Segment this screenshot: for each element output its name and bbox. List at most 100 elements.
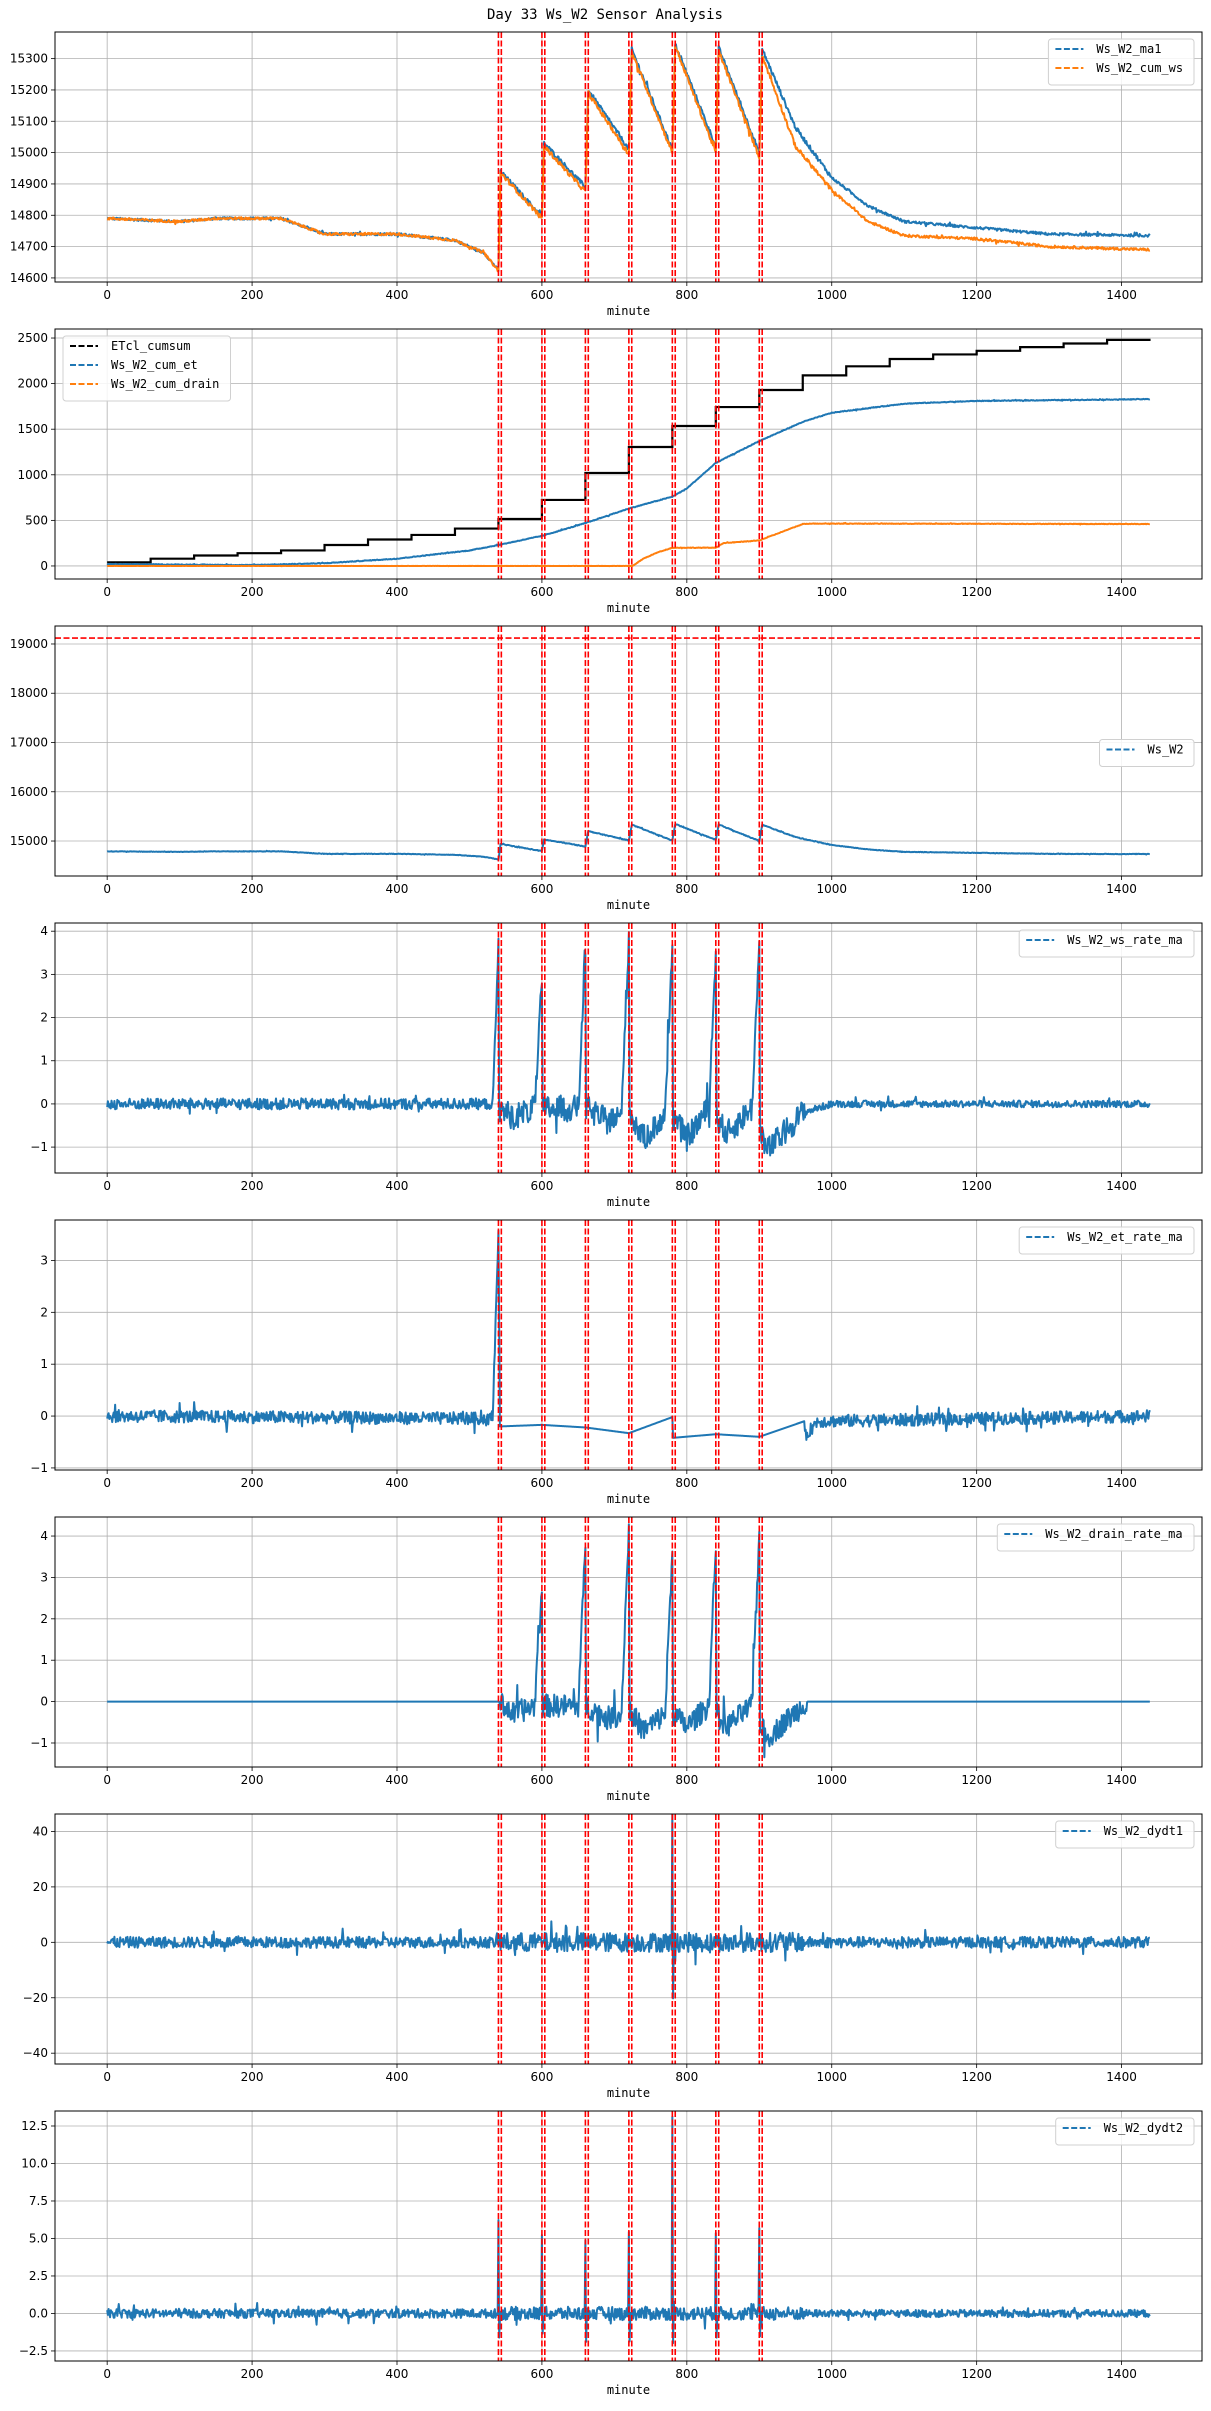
x-axis-label: minute xyxy=(607,2086,650,2100)
x-axis-label: minute xyxy=(607,1195,650,1209)
legend-label: Ws_W2_ws_rate_ma xyxy=(1067,933,1183,947)
y-tick-label: 1 xyxy=(40,1653,48,1667)
legend: Ws_W2_et_rate_ma xyxy=(1018,1226,1195,1255)
y-tick-label: 15000 xyxy=(10,834,48,848)
legend: Ws_W2_dydt1 xyxy=(1055,1820,1195,1849)
y-tick-label: −40 xyxy=(23,2046,48,2060)
figure-title: Day 33 Ws_W2 Sensor Analysis xyxy=(487,7,723,23)
y-tick-label: 0 xyxy=(40,559,48,573)
series-line-ETcl_cumsum xyxy=(107,338,1151,564)
y-tick-label: 0 xyxy=(40,1935,48,1949)
x-axis-label: minute xyxy=(607,1492,650,1506)
legend-label: Ws_W2_cum_et xyxy=(111,358,198,372)
legend-label: Ws_W2_drain_rate_ma xyxy=(1045,1527,1182,1541)
x-tick-label: 1400 xyxy=(1106,1773,1137,1787)
x-axis-label: minute xyxy=(607,2383,650,2397)
legend-frame xyxy=(1047,38,1195,86)
plot-area xyxy=(106,923,1151,1173)
x-tick-label: 200 xyxy=(241,2070,264,2084)
x-axis-label: minute xyxy=(607,898,650,912)
x-tick-label: 800 xyxy=(675,288,698,302)
x-tick-label: 1000 xyxy=(816,1773,847,1787)
x-tick-label: 1200 xyxy=(961,585,992,599)
y-tick-label: 1 xyxy=(40,1054,48,1068)
y-tick-label: −1 xyxy=(30,1736,48,1750)
y-tick-label: 16000 xyxy=(10,785,48,799)
x-tick-label: 800 xyxy=(675,1179,698,1193)
x-tick-label: 200 xyxy=(241,1179,264,1193)
y-tick-label: 3 xyxy=(40,1253,48,1267)
x-tick-label: 600 xyxy=(530,288,553,302)
x-tick-label: 600 xyxy=(530,2367,553,2381)
plot-area xyxy=(106,329,1151,579)
x-tick-label: 200 xyxy=(241,1476,264,1490)
plot-area xyxy=(106,1814,1151,2064)
x-tick-label: 800 xyxy=(675,882,698,896)
legend-frame xyxy=(1018,1226,1195,1255)
x-tick-label: 0 xyxy=(103,1476,111,1490)
y-tick-label: −20 xyxy=(23,1991,48,2005)
x-tick-label: 1000 xyxy=(816,1476,847,1490)
x-tick-label: 1000 xyxy=(816,585,847,599)
y-tick-label: −1 xyxy=(30,1461,48,1475)
x-tick-label: 0 xyxy=(103,585,111,599)
legend-frame xyxy=(996,1523,1195,1552)
x-tick-label: 200 xyxy=(241,1773,264,1787)
x-tick-label: 1200 xyxy=(961,2367,992,2381)
legend: Ws_W2_ws_rate_ma xyxy=(1018,929,1195,958)
x-tick-label: 800 xyxy=(675,1476,698,1490)
x-axis-label: minute xyxy=(607,304,650,318)
y-tick-label: 15200 xyxy=(10,83,48,97)
x-tick-label: 200 xyxy=(241,882,264,896)
subplot-3: 0 200 400 600 800 1000 1200 1400 15000 16000 17000… xyxy=(10,625,1203,912)
y-tick-label: 2.5 xyxy=(29,2269,48,2283)
legend: Ws_W2_drain_rate_ma xyxy=(996,1523,1195,1552)
axes-frame xyxy=(54,328,1203,580)
y-tick-label: 1000 xyxy=(17,468,48,482)
y-tick-label: 19000 xyxy=(10,637,48,651)
y-tick-label: 4 xyxy=(40,1529,48,1543)
x-tick-label: 1400 xyxy=(1106,2367,1137,2381)
legend-label: Ws_W2_cum_ws xyxy=(1096,61,1183,75)
legend-label: Ws_W2_cum_drain xyxy=(111,377,219,391)
legend-label: Ws_W2 xyxy=(1148,743,1184,757)
axes-frame xyxy=(54,2110,1203,2362)
y-tick-label: 10.0 xyxy=(21,2156,48,2170)
y-tick-label: 500 xyxy=(25,513,48,527)
y-tick-label: 20 xyxy=(33,1880,48,1894)
legend: ETcl_cumsum Ws_W2_cum_et Ws_W2_cum_drain xyxy=(62,335,231,402)
y-tick-label: 2 xyxy=(40,1011,48,1025)
x-tick-label: 600 xyxy=(530,1476,553,1490)
series-line-Ws_W2_cum_drain xyxy=(106,521,1151,568)
axes-frame xyxy=(54,1516,1203,1768)
legend-label: Ws_W2_dydt1 xyxy=(1104,1824,1183,1838)
y-tick-label: 12.5 xyxy=(21,2119,48,2133)
x-tick-label: 0 xyxy=(103,288,111,302)
y-tick-label: 2500 xyxy=(17,331,48,345)
x-tick-label: 600 xyxy=(530,2070,553,2084)
plot-area xyxy=(106,2111,1151,2361)
x-tick-label: 1400 xyxy=(1106,1179,1137,1193)
x-tick-label: 1400 xyxy=(1106,288,1137,302)
x-tick-label: 0 xyxy=(103,1773,111,1787)
x-tick-label: 1400 xyxy=(1106,585,1137,599)
plot-area xyxy=(106,1517,1151,1767)
x-tick-label: 1200 xyxy=(961,1773,992,1787)
y-tick-label: 1500 xyxy=(17,422,48,436)
x-tick-label: 200 xyxy=(241,288,264,302)
series-line-Ws_W2_ws_rate_ma xyxy=(106,931,1151,1157)
y-tick-label: 0 xyxy=(40,1097,48,1111)
x-tick-label: 600 xyxy=(530,1773,553,1787)
y-tick-label: 2000 xyxy=(17,377,48,391)
x-tick-label: 800 xyxy=(675,1773,698,1787)
y-tick-label: 14800 xyxy=(10,208,48,222)
subplot-8: 0 200 400 600 800 1000 1200 1400 −2.5 0.0 2.5 5.0 7.… xyxy=(19,2110,1203,2397)
subplot-6: 0 200 400 600 800 1000 1200 1400 −1 0 1 2 3 4 minute Ws… xyxy=(30,1516,1203,1803)
x-tick-label: 800 xyxy=(675,2367,698,2381)
x-tick-label: 1400 xyxy=(1106,2070,1137,2084)
plot-area xyxy=(55,626,1202,876)
y-tick-label: 4 xyxy=(40,924,48,938)
x-tick-label: 400 xyxy=(386,1773,409,1787)
y-tick-label: 0 xyxy=(40,1409,48,1423)
y-tick-label: 2 xyxy=(40,1305,48,1319)
